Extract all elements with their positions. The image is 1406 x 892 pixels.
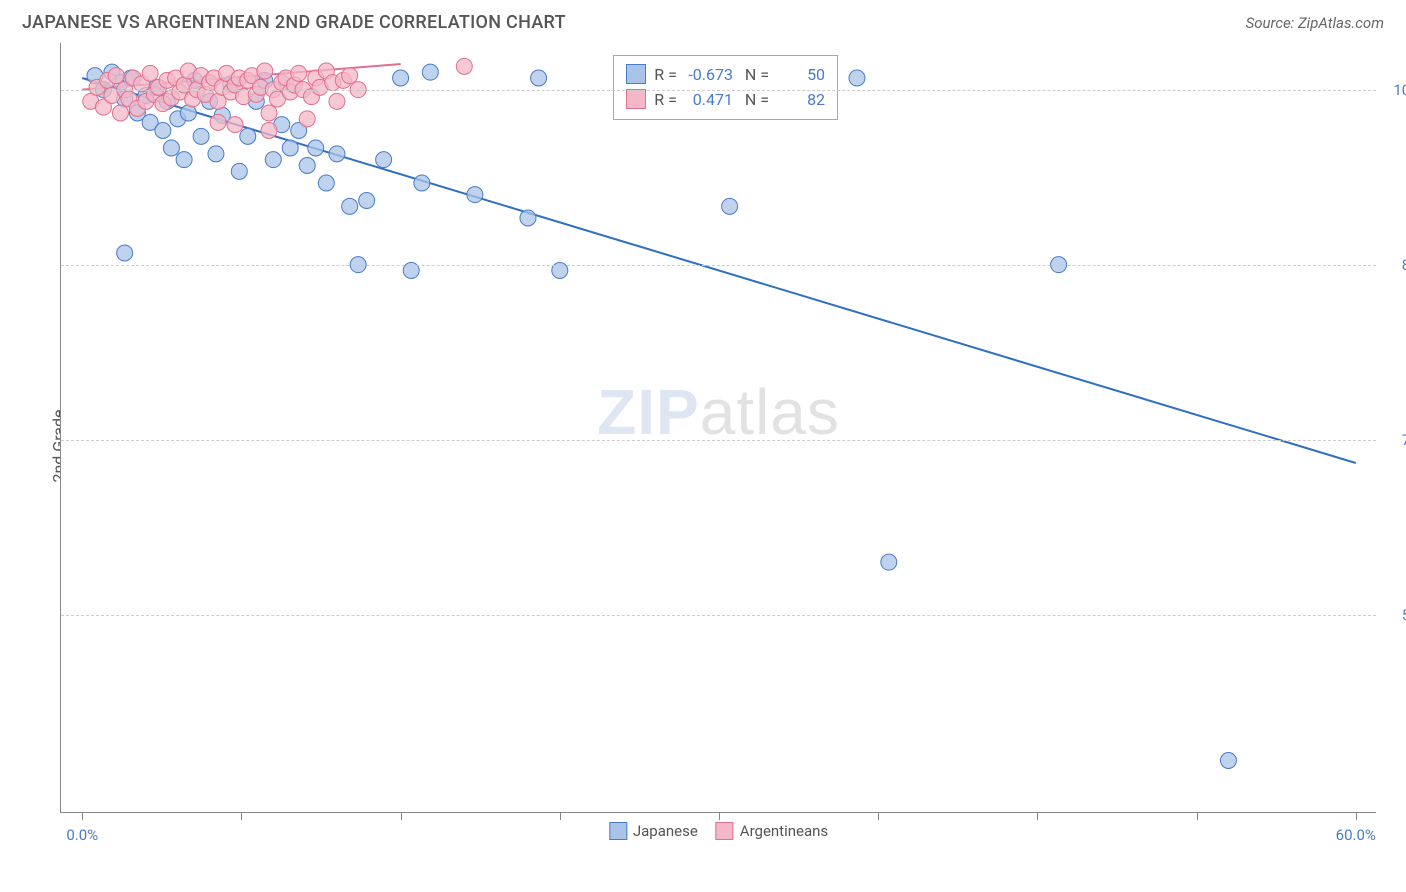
- data-point: [376, 152, 392, 168]
- x-tick-label: 60.0%: [1336, 826, 1376, 844]
- legend-swatch-argentineans: [716, 822, 734, 840]
- data-point: [265, 152, 281, 168]
- data-point: [342, 198, 358, 214]
- data-point: [881, 554, 897, 570]
- x-tick: [878, 812, 879, 820]
- data-point: [108, 68, 124, 84]
- data-point: [318, 175, 334, 191]
- data-point: [261, 105, 277, 121]
- data-point: [231, 163, 247, 179]
- data-point: [520, 210, 536, 226]
- data-point: [227, 117, 243, 133]
- y-tick-label: 85.0%: [1402, 256, 1406, 274]
- data-point: [308, 140, 324, 156]
- data-point: [422, 64, 438, 80]
- data-point: [359, 193, 375, 209]
- data-point: [180, 105, 196, 121]
- legend-item-argentineans: Argentineans: [716, 822, 828, 840]
- x-tick: [719, 812, 720, 820]
- chart-header: JAPANESE VS ARGENTINEAN 2ND GRADE CORREL…: [0, 0, 1406, 41]
- x-tick: [1356, 812, 1357, 820]
- plot-svg: [61, 43, 1376, 812]
- data-point: [240, 128, 256, 144]
- data-point: [531, 70, 547, 86]
- data-point: [342, 68, 358, 84]
- legend-swatch-japanese: [609, 822, 627, 840]
- correlation-row: R=0.471 N=82: [626, 87, 825, 113]
- data-point: [208, 146, 224, 162]
- data-point: [393, 70, 409, 86]
- x-tick: [1197, 812, 1198, 820]
- y-tick-label: 100.0%: [1393, 81, 1406, 99]
- data-point: [299, 111, 315, 127]
- gridline: [61, 265, 1376, 266]
- data-point: [210, 114, 226, 130]
- data-point: [849, 70, 865, 86]
- data-point: [456, 58, 472, 74]
- y-tick-label: 55.0%: [1402, 606, 1406, 624]
- data-point: [193, 128, 209, 144]
- legend-item-japanese: Japanese: [609, 822, 698, 840]
- data-point: [1220, 753, 1236, 769]
- data-point: [282, 140, 298, 156]
- data-point: [722, 198, 738, 214]
- data-point: [261, 123, 277, 139]
- bottom-legend: Japanese Argentineans: [609, 822, 828, 840]
- x-tick: [401, 812, 402, 820]
- x-tick: [560, 812, 561, 820]
- data-point: [117, 245, 133, 261]
- data-point: [155, 123, 171, 139]
- data-point: [299, 158, 315, 174]
- gridline: [61, 440, 1376, 441]
- gridline: [61, 615, 1376, 616]
- chart-source: Source: ZipAtlas.com: [1246, 14, 1384, 32]
- x-tick: [241, 812, 242, 820]
- data-point: [257, 63, 273, 79]
- correlation-row: R=-0.673 N=50: [626, 62, 825, 88]
- correlation-box: R=-0.673 N=50R=0.471 N=82: [613, 55, 838, 120]
- data-point: [176, 152, 192, 168]
- x-tick: [82, 812, 83, 820]
- data-point: [467, 187, 483, 203]
- data-point: [291, 65, 307, 81]
- data-point: [329, 93, 345, 109]
- data-point: [142, 65, 158, 81]
- data-point: [163, 140, 179, 156]
- chart-area: ZIPatlas R=-0.673 N=50R=0.471 N=82 Japan…: [60, 43, 1376, 813]
- x-tick-label: 0.0%: [66, 826, 98, 844]
- y-tick-label: 70.0%: [1402, 431, 1406, 449]
- gridline: [61, 90, 1376, 91]
- x-tick: [1037, 812, 1038, 820]
- chart-title: JAPANESE VS ARGENTINEAN 2ND GRADE CORREL…: [22, 12, 566, 33]
- data-point: [329, 146, 345, 162]
- data-point: [112, 105, 128, 121]
- data-point: [414, 175, 430, 191]
